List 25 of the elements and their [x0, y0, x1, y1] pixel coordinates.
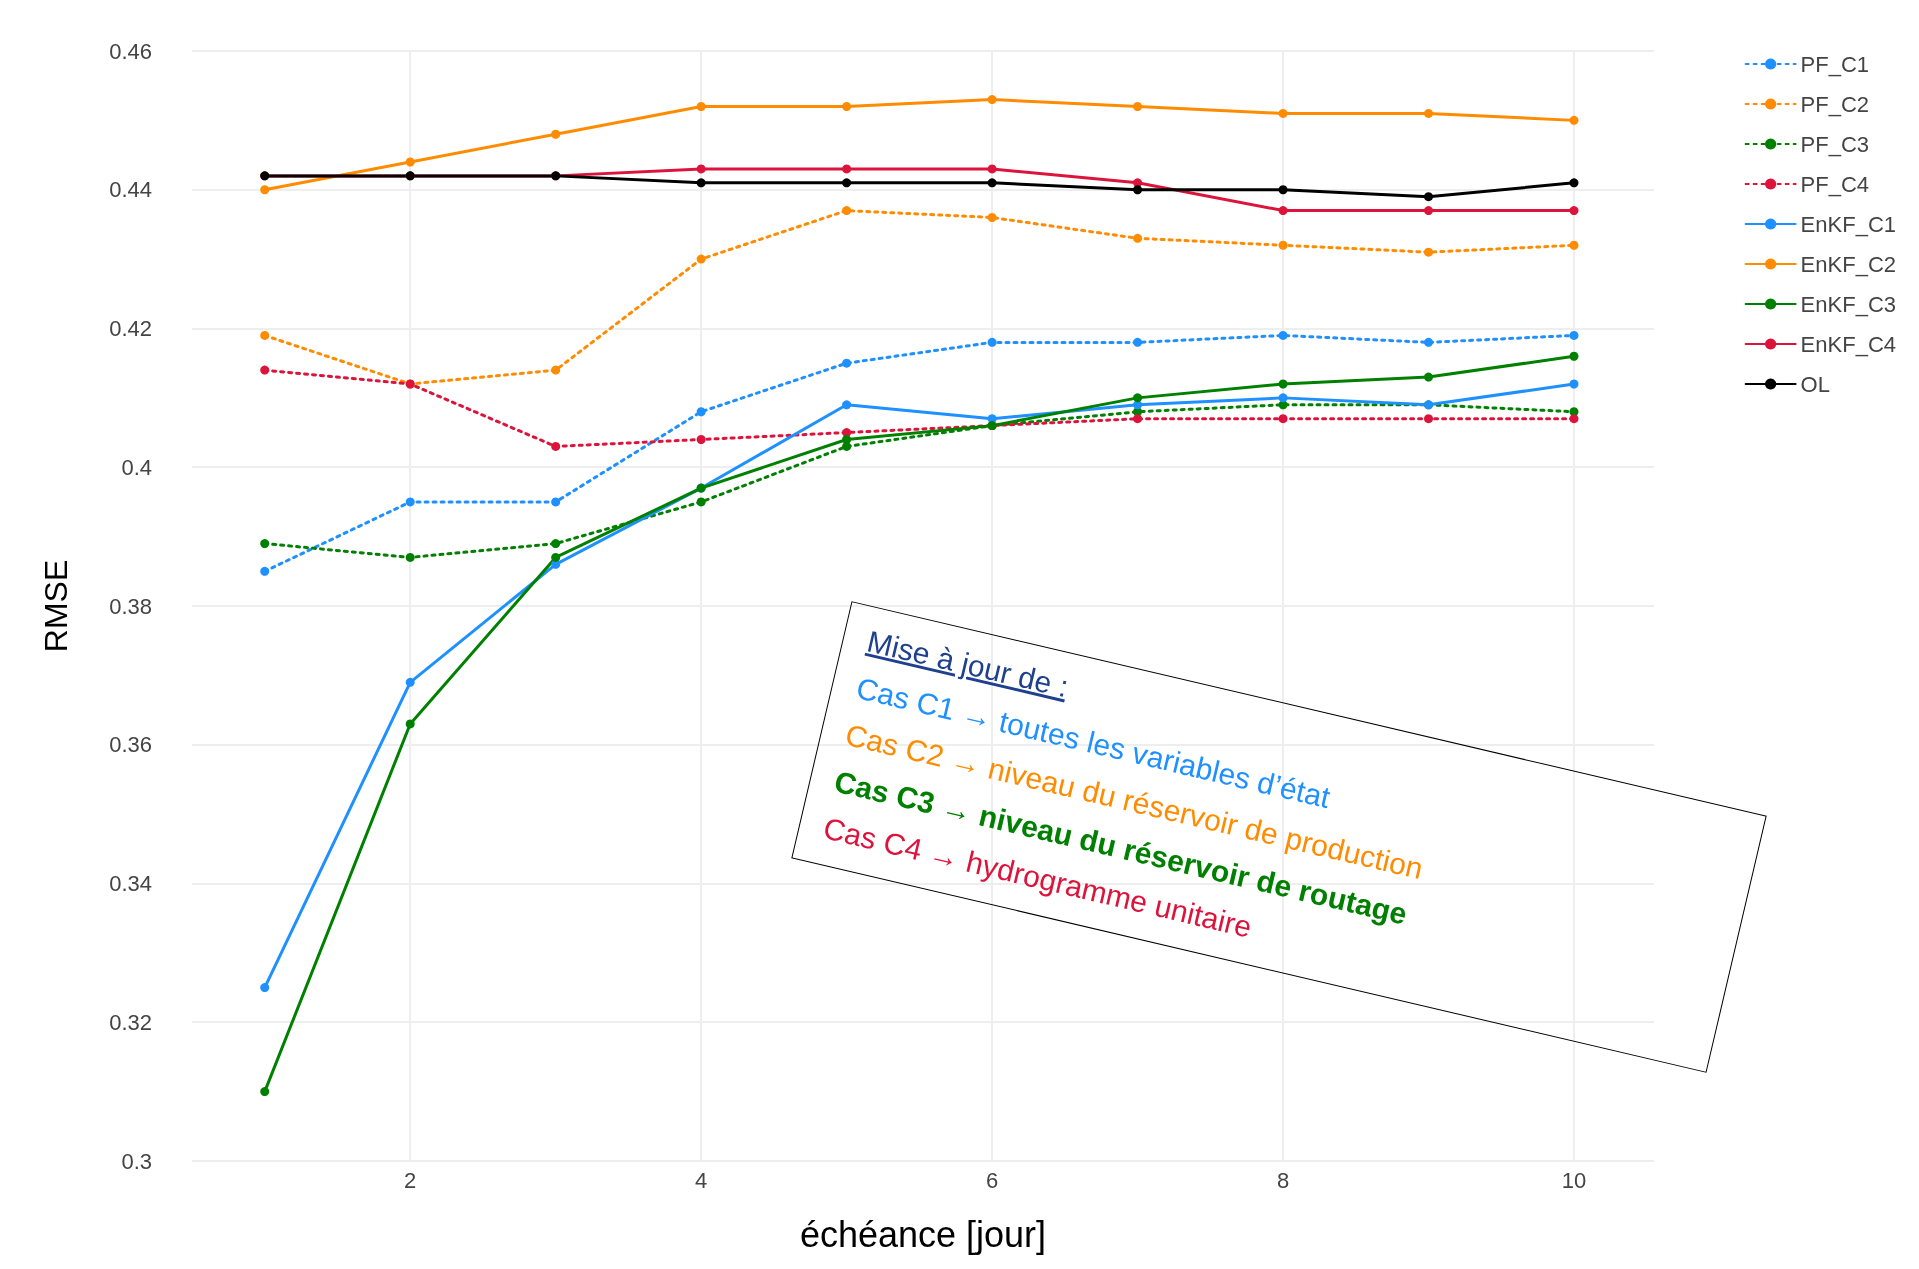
- legend-label: EnKF_C3: [1800, 291, 1897, 317]
- y-tick-label: 0.42: [109, 316, 152, 341]
- y-tick-label: 0.46: [109, 38, 152, 64]
- legend-label: PF_C1: [1800, 51, 1870, 77]
- legend-label: PF_C4: [1800, 171, 1870, 197]
- y-tick-label: 0.32: [109, 1009, 152, 1035]
- y-axis-title: RMSE: [38, 559, 74, 653]
- y-tick-label: 0.36: [109, 732, 152, 758]
- legend-label: EnKF_C2: [1800, 251, 1897, 277]
- legend-label: PF_C3: [1800, 131, 1870, 157]
- legend-label: EnKF_C1: [1800, 211, 1897, 237]
- x-tick-label: 10: [1561, 1167, 1587, 1193]
- x-tick-label: 6: [985, 1167, 999, 1193]
- y-tick-label: 0.4: [121, 454, 152, 480]
- legend-label: PF_C2: [1800, 91, 1870, 117]
- x-tick-label: 8: [1276, 1167, 1290, 1193]
- x-tick-label: 4: [695, 1167, 708, 1193]
- legend-label: OL: [1800, 371, 1830, 397]
- x-axis-title: échéance [jour]: [799, 1213, 1047, 1255]
- legend-label: EnKF_C4: [1800, 331, 1897, 357]
- y-tick-label: 0.3: [121, 1148, 152, 1174]
- x-tick-label: 2: [404, 1167, 417, 1193]
- y-tick-label: 0.34: [109, 871, 152, 896]
- y-tick-label: 0.38: [109, 593, 152, 619]
- y-tick-label: 0.44: [109, 177, 152, 203]
